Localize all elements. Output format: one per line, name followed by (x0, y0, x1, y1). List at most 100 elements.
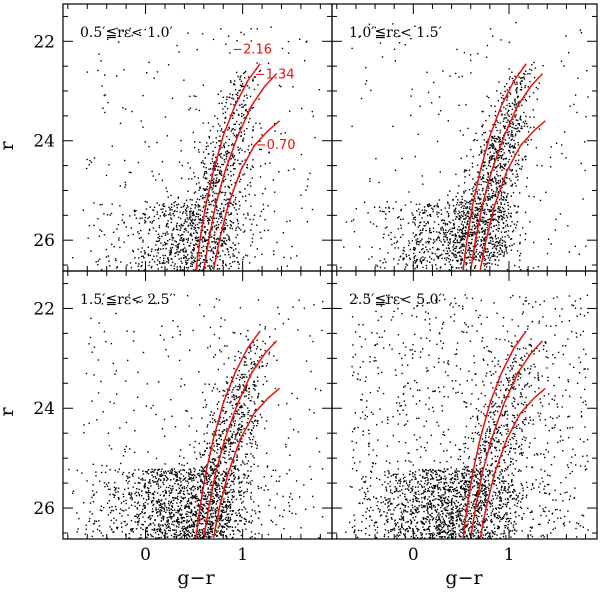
star-point (396, 241, 398, 244)
star-point (207, 491, 209, 494)
star-point (203, 495, 205, 497)
star-point (214, 519, 217, 522)
star-point (149, 482, 151, 484)
star-point (231, 465, 234, 467)
star-point (415, 242, 418, 244)
star-point (160, 473, 163, 475)
star-point (466, 256, 469, 259)
star-point (97, 392, 100, 394)
star-point (175, 228, 178, 231)
star-point (183, 228, 186, 230)
star-point (229, 193, 232, 195)
star-point (208, 194, 211, 196)
star-point (463, 238, 466, 241)
star-point (186, 410, 188, 412)
star-point (240, 520, 242, 522)
star-point (131, 110, 133, 113)
star-point (187, 218, 189, 221)
star-point (191, 219, 193, 222)
star-point (126, 264, 128, 266)
star-point (242, 224, 244, 226)
star-point (203, 240, 206, 242)
star-point (471, 166, 474, 168)
star-point (503, 255, 505, 257)
star-point (214, 174, 216, 176)
star-point (163, 508, 166, 511)
star-point (204, 482, 206, 485)
star-point (195, 201, 198, 203)
star-point (172, 237, 175, 239)
star-point (97, 263, 99, 266)
star-point (148, 496, 150, 498)
star-point (231, 227, 233, 230)
star-point (508, 158, 511, 161)
star-point (510, 123, 512, 125)
star-point (211, 468, 214, 470)
star-point (232, 501, 234, 503)
star-point (422, 248, 424, 250)
star-point (211, 189, 213, 191)
star-point (151, 248, 153, 250)
star-point (225, 243, 227, 245)
star-point (412, 218, 415, 220)
star-point (205, 167, 207, 169)
star-point (206, 178, 208, 180)
star-point (207, 487, 209, 489)
star-point (501, 186, 503, 189)
star-point (480, 150, 482, 153)
star-point (422, 266, 424, 269)
star-point (243, 104, 246, 106)
star-point (103, 213, 105, 215)
star-point (138, 537, 140, 539)
star-point (131, 473, 133, 476)
star-point (177, 228, 179, 231)
star-point (167, 259, 169, 261)
star-point (460, 255, 462, 258)
star-point (182, 240, 184, 242)
star-point (254, 533, 256, 535)
star-point (228, 198, 230, 200)
star-point (201, 454, 204, 456)
star-point (196, 232, 199, 234)
star-point (198, 182, 200, 184)
star-point (493, 254, 495, 256)
star-point (519, 234, 521, 236)
star-point (375, 225, 378, 227)
star-point (215, 440, 217, 442)
star-point (189, 214, 191, 216)
star-point (483, 132, 485, 134)
star-point (229, 416, 231, 418)
star-point (274, 123, 276, 125)
star-point (229, 518, 232, 520)
star-point (507, 114, 509, 116)
star-point (508, 137, 510, 139)
star-point (215, 142, 218, 144)
star-point (225, 199, 227, 202)
star-point (248, 121, 250, 123)
star-point (224, 445, 226, 447)
star-point (410, 114, 412, 117)
star-point (189, 107, 192, 109)
star-point (216, 501, 218, 503)
star-point (205, 500, 208, 503)
star-point (237, 409, 240, 411)
star-point (151, 515, 153, 517)
star-point (247, 76, 250, 78)
star-point (514, 147, 516, 149)
star-point (504, 117, 506, 119)
star-point (176, 204, 178, 206)
star-point (490, 226, 492, 229)
star-point (178, 521, 180, 523)
star-point (260, 354, 263, 357)
star-point (166, 533, 168, 535)
star-point (199, 452, 201, 454)
star-point (161, 510, 163, 512)
star-point (224, 228, 226, 230)
star-point (223, 406, 225, 409)
star-point (163, 260, 165, 262)
star-point (181, 269, 184, 271)
star-point (218, 251, 220, 253)
star-point (216, 221, 219, 223)
star-point (406, 264, 409, 266)
star-point (239, 530, 241, 533)
